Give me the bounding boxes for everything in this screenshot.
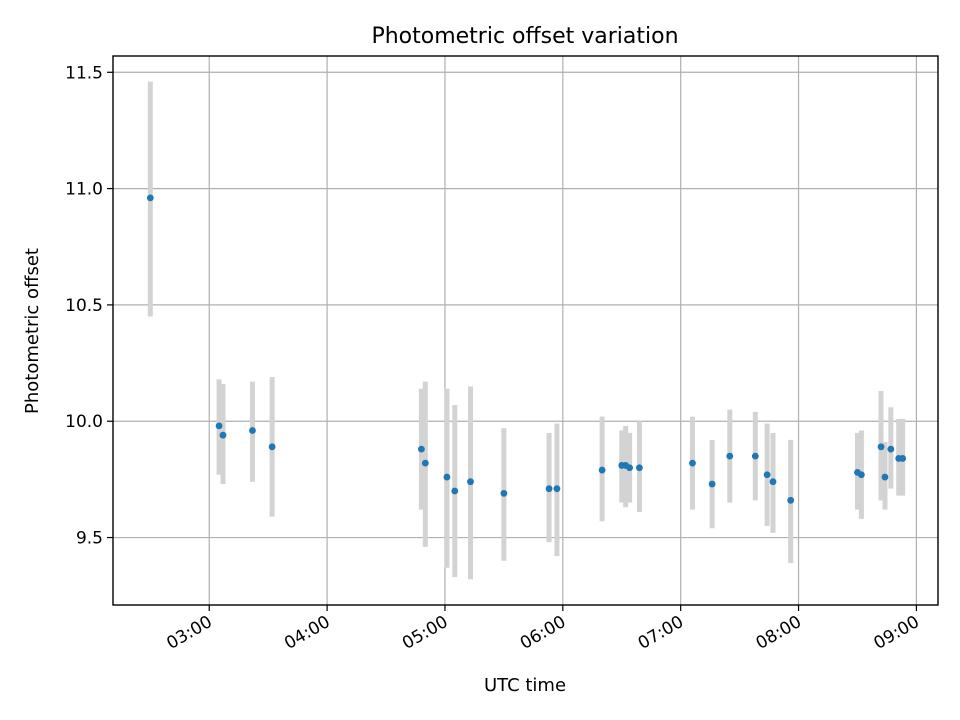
data-point [467, 478, 474, 486]
data-point [626, 464, 634, 472]
data-point [421, 459, 429, 467]
data-point [877, 443, 885, 451]
data-point [708, 480, 716, 488]
data-point [636, 464, 643, 472]
data-point [763, 471, 771, 479]
data-point [881, 473, 889, 481]
y-tick-label: 9.5 [76, 529, 103, 549]
data-point [787, 496, 795, 504]
data-point [146, 194, 154, 202]
data-point [553, 485, 561, 493]
data-point [500, 489, 508, 497]
data-point [268, 443, 276, 451]
y-axis-ticks: 9.5 10.0 10.5 11.0 11.5 [65, 63, 113, 549]
data-point [769, 478, 777, 486]
y-tick-label: 11.5 [65, 63, 103, 83]
data-point [249, 427, 256, 434]
data-point [689, 459, 696, 467]
plot-frame [112, 55, 939, 606]
data-point [215, 422, 223, 430]
data-point [899, 455, 907, 462]
chart-title: Photometric offset variation [371, 24, 678, 49]
data-point [887, 445, 895, 453]
data-point [545, 485, 553, 493]
y-tick-label: 11.0 [65, 180, 103, 200]
data-point [751, 452, 759, 460]
data-point [417, 445, 425, 453]
grid-lines [113, 56, 938, 605]
data-points [146, 194, 907, 504]
y-tick-label: 10.0 [65, 412, 103, 432]
y-axis-label: Photometric offset [22, 248, 43, 414]
data-point [219, 431, 227, 439]
data-point [857, 471, 865, 479]
data-point [451, 487, 459, 495]
x-axis-label: UTC time [484, 675, 566, 696]
data-point [443, 473, 451, 481]
y-tick-label: 10.5 [65, 296, 103, 316]
data-point [726, 452, 734, 460]
data-point [598, 466, 606, 474]
